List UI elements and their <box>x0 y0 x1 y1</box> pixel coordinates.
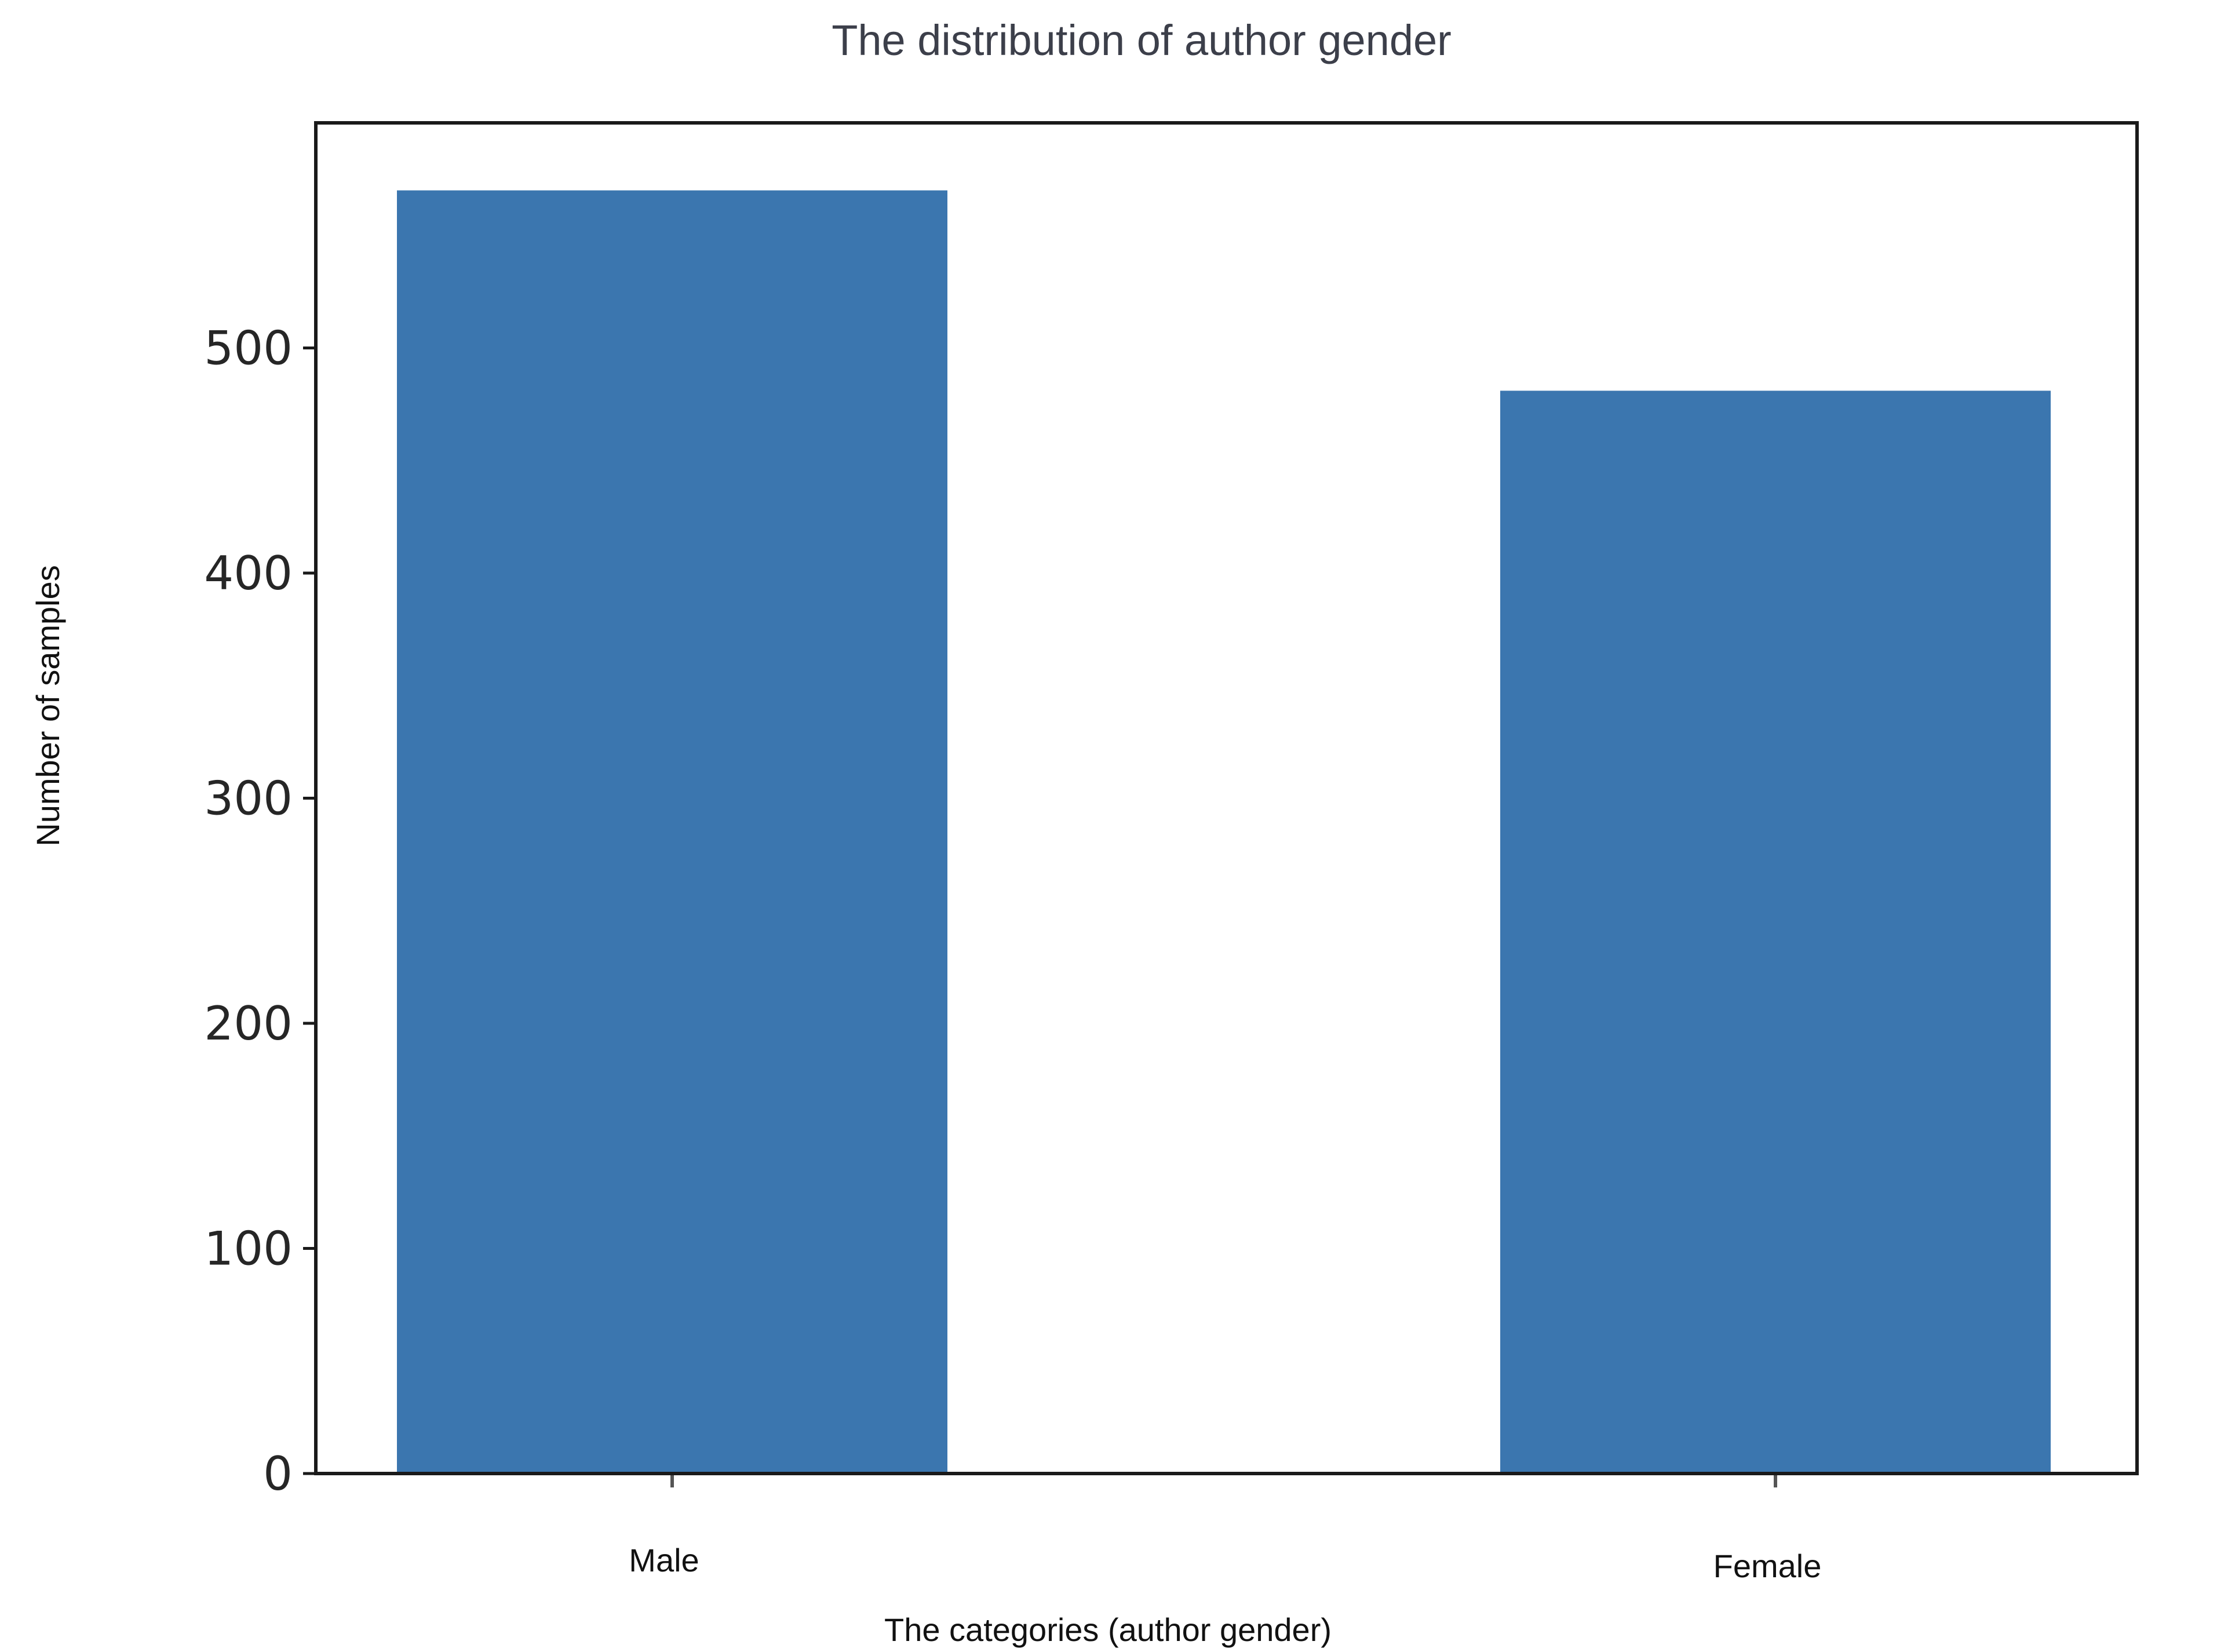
x-axis-label: The categories (author gender) <box>884 1611 1332 1648</box>
bar-female <box>1500 391 2051 1474</box>
x-tick-label-male: Male <box>629 1542 699 1578</box>
y-tick-label: 500 <box>204 322 293 375</box>
bar-male <box>397 190 947 1474</box>
y-tick-label: 200 <box>204 997 293 1051</box>
y-tick-label: 0 <box>263 1447 293 1501</box>
y-axis-ticks: 0 100 200 300 400 500 <box>204 322 316 1501</box>
chart-title: The distribution of author gender <box>832 16 1452 64</box>
bars-group <box>397 190 2051 1474</box>
y-tick-label: 300 <box>204 772 293 826</box>
y-axis-label: Number of samples <box>30 565 66 847</box>
y-tick-label: 100 <box>204 1222 293 1276</box>
x-tick-label-female: Female <box>1713 1548 1822 1584</box>
plot-frame <box>314 121 2139 1475</box>
x-axis-ticks: Male Female <box>629 1474 1821 1584</box>
y-tick-label: 400 <box>204 546 293 600</box>
